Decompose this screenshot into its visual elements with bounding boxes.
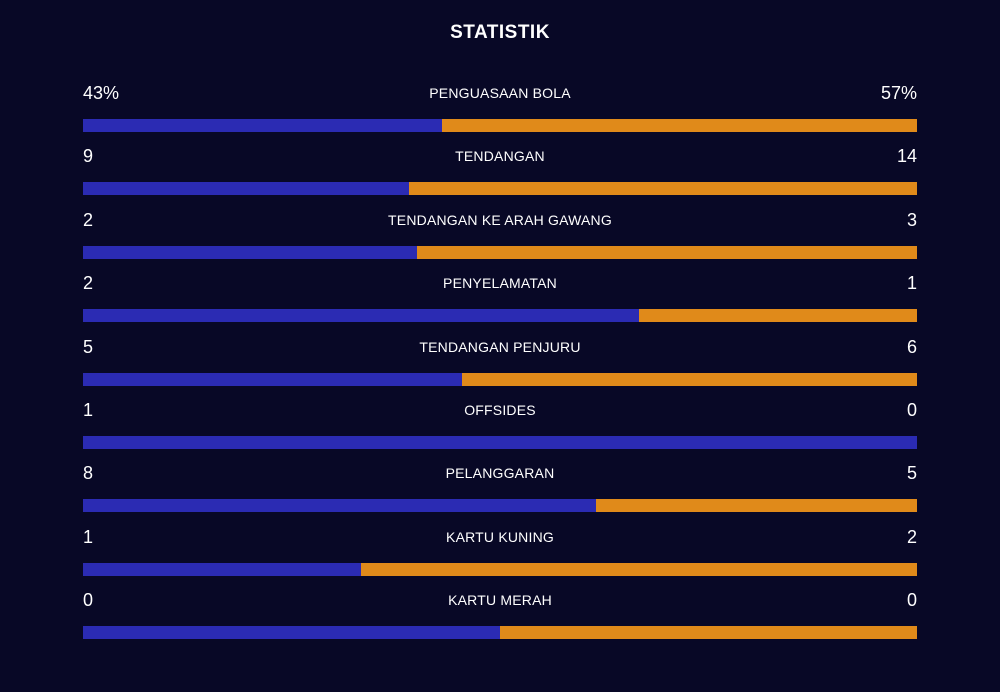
stat-row: 0 KARTU MERAH 0 [83,585,917,648]
away-bar-segment [441,119,917,132]
stat-home-value: 9 [83,146,94,167]
stat-header: 9 TENDANGAN 14 [83,141,917,171]
home-bar-segment [83,372,463,386]
stat-row: 8 PELANGGARAN 5 [83,458,917,521]
stat-home-value: 2 [83,209,94,230]
stat-row: 9 TENDANGAN 14 [83,141,917,204]
stat-label: OFFSIDES [464,401,536,418]
home-bar-segment [83,245,417,259]
stat-header: 0 KARTU MERAH 0 [83,585,917,615]
home-bar-segment [83,309,639,323]
stat-header: 2 TENDANGAN KE ARAH GAWANG 3 [83,205,917,235]
stat-comparison-bar [83,119,917,132]
stat-away-value: 2 [906,526,917,547]
stat-header: 2 PENYELAMATAN 1 [83,268,917,298]
stat-row: 2 PENYELAMATAN 1 [83,268,917,331]
stat-away-value: 1 [906,273,917,294]
stat-home-value: 43% [83,83,120,103]
stat-away-value: 0 [906,399,917,420]
home-bar-segment [83,119,442,132]
stat-away-value: 57% [880,83,917,103]
away-bar-segment [409,182,917,196]
stat-label: PENYELAMATAN [443,275,557,292]
stat-list: 43% PENGUASAAN BOLA 57% 9 TENDANGAN 14 2 TENDAN… [83,78,917,649]
stat-row: 5 TENDANGAN PENJURU 6 [83,332,917,395]
stat-row: 1 OFFSIDES 0 [83,395,917,458]
stat-away-value: 3 [906,209,917,230]
stat-label: TENDANGAN PENJURU [419,338,581,355]
stat-comparison-bar [83,499,917,513]
home-bar-segment [83,562,361,576]
stat-away-value: 14 [896,146,917,167]
stat-comparison-bar [83,245,917,259]
stat-home-value: 5 [83,336,94,357]
stat-home-value: 2 [83,273,94,294]
stat-label: TENDANGAN [455,148,545,165]
stat-header: 43% PENGUASAAN BOLA 57% [83,78,917,108]
page-title: STATISTIK [450,22,550,43]
away-bar-segment [500,626,917,640]
stat-header: 1 OFFSIDES 0 [83,395,917,425]
stat-comparison-bar [83,626,917,640]
home-bar-segment [83,499,597,513]
home-bar-segment [83,626,500,640]
stat-away-value: 0 [906,590,917,611]
stat-comparison-bar [83,309,917,323]
away-bar-segment [360,562,917,576]
stat-label: PELANGGARAN [445,465,555,482]
stat-label: PENGUASAAN BOLA [429,85,571,101]
home-bar-segment [83,435,917,449]
stat-header: 1 KARTU KUNING 2 [83,522,917,552]
away-bar-segment [596,499,917,513]
stat-away-value: 6 [906,336,917,357]
stat-home-value: 1 [83,399,94,420]
stat-comparison-bar [83,372,917,386]
stat-label: KARTU KUNING [446,528,554,545]
stat-comparison-bar [83,182,917,196]
away-bar-segment [462,372,917,386]
stat-row: 43% PENGUASAAN BOLA 57% [83,78,917,141]
stat-home-value: 8 [83,463,94,484]
stat-away-value: 5 [906,463,917,484]
stat-label: KARTU MERAH [448,592,552,609]
stat-home-value: 1 [83,526,94,547]
stat-row: 2 TENDANGAN KE ARAH GAWANG 3 [83,205,917,268]
away-bar-segment [416,245,917,259]
stat-header: 5 TENDANGAN PENJURU 6 [83,332,917,362]
stat-row: 1 KARTU KUNING 2 [83,522,917,585]
away-bar-segment [638,309,917,323]
stat-header: 8 PELANGGARAN 5 [83,458,917,488]
stat-comparison-bar [83,435,917,449]
stat-home-value: 0 [83,590,94,611]
stat-label: TENDANGAN KE ARAH GAWANG [388,211,612,228]
stat-comparison-bar [83,562,917,576]
home-bar-segment [83,182,410,196]
